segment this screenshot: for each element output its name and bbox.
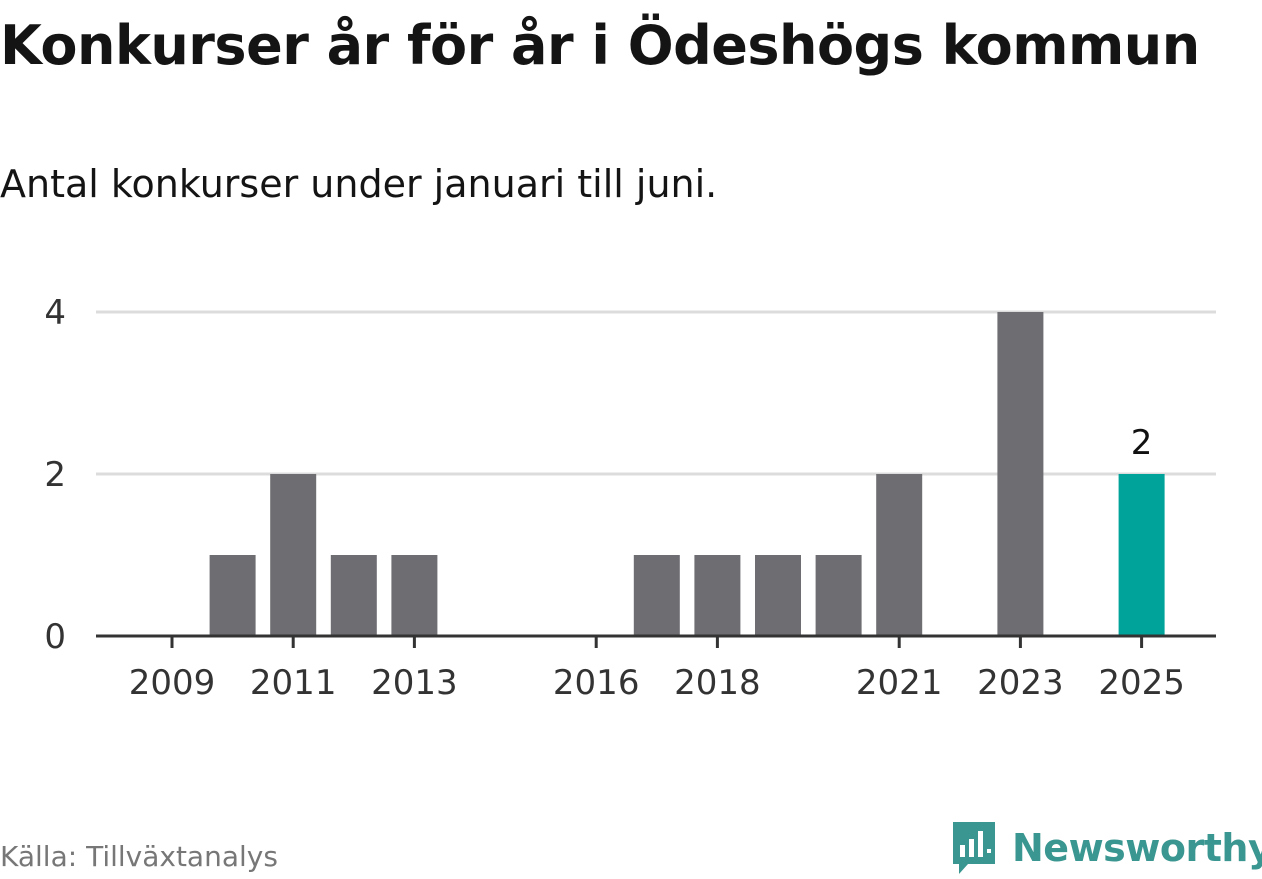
bar-2012: [330, 555, 377, 636]
y-tick-label: 4: [44, 293, 66, 333]
bar-2019: [755, 555, 801, 636]
bar-2018: [694, 555, 741, 636]
bar-2010: [209, 555, 256, 636]
bar-2017: [633, 555, 680, 636]
bar-2023: [997, 312, 1044, 636]
x-tick-label: 2013: [371, 663, 458, 703]
x-tick-label: 2011: [250, 663, 337, 703]
bar-2020: [815, 555, 862, 636]
x-tick-label: 2023: [977, 663, 1064, 703]
bar-2013: [391, 555, 438, 636]
newsworthy-bar-chart-logo-icon: [953, 822, 995, 874]
y-tick-label: 0: [44, 617, 66, 657]
bar-2011: [270, 474, 317, 636]
data-label-2025: 2: [1131, 423, 1153, 463]
chart-title: Konkurser år för år i Ödeshögs kommun: [0, 14, 1200, 77]
brand-name: Newsworthy: [1012, 826, 1262, 870]
x-tick-label: 2016: [553, 663, 640, 703]
x-tick-label: 2009: [129, 663, 216, 703]
bars: [209, 312, 1165, 636]
gridlines: [96, 310, 1216, 476]
axes: [96, 634, 1216, 648]
bar-2021: [876, 474, 923, 636]
x-tick-label: 2025: [1098, 663, 1185, 703]
chart-subtitle: Antal konkurser under januari till juni.: [0, 162, 718, 206]
x-tick-label: 2018: [674, 663, 761, 703]
bar-2025: [1118, 474, 1165, 636]
x-tick-label: 2021: [856, 663, 943, 703]
source-note: Källa: Tillväxtanalys: [0, 840, 278, 873]
bar-chart: 0 2 4 2009 2011 2013 2016 2018 2021 2023 2025 2: [44, 293, 1216, 703]
newsworthy-logo[interactable]: Newsworthy: [950, 818, 1262, 878]
y-tick-label: 2: [44, 455, 66, 495]
labels: 0 2 4 2009 2011 2013 2016 2018 2021 2023 2025 2: [44, 293, 1185, 703]
